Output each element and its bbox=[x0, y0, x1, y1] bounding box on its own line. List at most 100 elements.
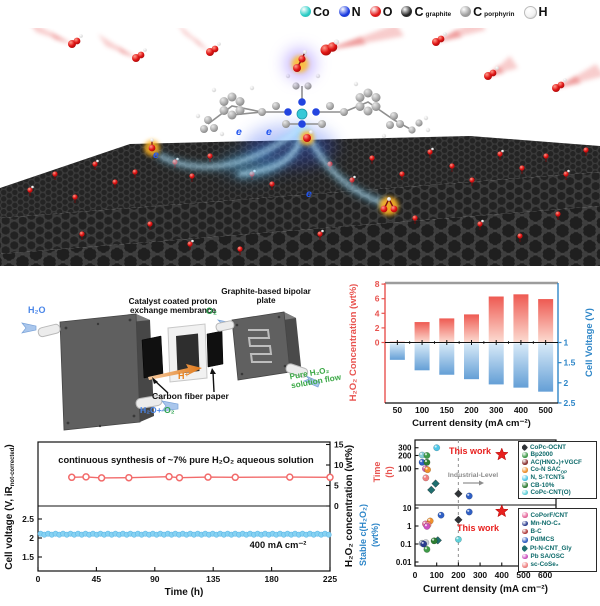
sphere-marker-icon bbox=[522, 512, 528, 518]
h2o-label: H₂O bbox=[28, 305, 46, 315]
h2o2-bar bbox=[414, 322, 430, 343]
scatter-point bbox=[454, 536, 462, 543]
concentration-point bbox=[231, 473, 240, 482]
legend-entry: Pd/MCS bbox=[522, 536, 594, 543]
scatter-point bbox=[430, 537, 438, 545]
oxygen-adsorbate bbox=[189, 173, 195, 182]
oxygen-adsorbate bbox=[563, 169, 570, 180]
legend-entry: Mn-NO-C₃ bbox=[522, 520, 594, 527]
svg-text:continuous synthesis of ~7% pu: continuous synthesis of ~7% pure H₂O₂ aq… bbox=[58, 455, 314, 465]
scatter-point bbox=[423, 458, 431, 466]
legend-label: Mn-NO-C₃ bbox=[530, 519, 561, 527]
membrane-label: Catalyst coated proton exchange membranc… bbox=[128, 297, 218, 316]
sphere-marker-icon bbox=[522, 452, 528, 458]
svg-text:2: 2 bbox=[29, 533, 34, 543]
legend-entry: Pb SA/OSC bbox=[522, 553, 594, 560]
atom-sublabel: porphyrin bbox=[484, 11, 515, 18]
comparison-chart: 0 100 200 300 400 500 6001002003001010.10.01Th… bbox=[358, 439, 557, 595]
svg-text:0: 0 bbox=[375, 338, 380, 348]
svg-text:600: 600 bbox=[538, 570, 552, 580]
oxygen-adsorbate bbox=[92, 159, 99, 170]
svg-text:300: 300 bbox=[473, 570, 487, 580]
svg-text:8: 8 bbox=[375, 279, 380, 289]
svg-text:0: 0 bbox=[334, 501, 339, 511]
sphere-marker-icon bbox=[522, 537, 528, 543]
diamond-marker-icon bbox=[522, 544, 529, 552]
legend-label: Pt-N-CNT_Gly bbox=[530, 544, 572, 552]
scatter-point bbox=[431, 479, 440, 488]
cobalt-center bbox=[296, 108, 308, 120]
h2o2-bar bbox=[538, 299, 554, 343]
glowing-ooh-top bbox=[285, 49, 315, 79]
concentration-point bbox=[204, 473, 212, 481]
cporphyrin-atom-icon bbox=[460, 6, 472, 17]
voltage-bar bbox=[464, 343, 479, 380]
svg-text:(wt%): (wt%) bbox=[370, 523, 380, 547]
water-molecule bbox=[33, 28, 83, 48]
svg-text:Industrial-Level: Industrial-Level bbox=[448, 472, 498, 479]
cfp-label: Carbon fiber paper bbox=[152, 391, 229, 401]
oxygen-adsorbate bbox=[583, 147, 589, 156]
oxygen-adsorbate bbox=[543, 153, 549, 162]
svg-text:H₂O₂ Concentration (wt%): H₂O₂ Concentration (wt%) bbox=[348, 284, 359, 402]
oxygen-adsorbate bbox=[477, 219, 484, 230]
legend-label: CoPorF/CNT bbox=[530, 511, 568, 519]
electron-label: e bbox=[236, 126, 242, 138]
sphere-marker-icon bbox=[522, 482, 528, 488]
molecular-illustration: e e e e bbox=[0, 28, 600, 266]
oxygen-adsorbate bbox=[187, 239, 194, 250]
scatter-point bbox=[423, 452, 431, 459]
oxygen-adsorbate bbox=[399, 171, 405, 180]
scatter-point bbox=[433, 444, 441, 452]
svg-text:400 mA cm⁻²: 400 mA cm⁻² bbox=[250, 540, 307, 550]
sphere-marker-icon bbox=[522, 528, 528, 535]
svg-text:100: 100 bbox=[415, 405, 429, 415]
water-molecule bbox=[432, 28, 486, 46]
voltage-bar bbox=[389, 343, 405, 360]
svg-text:0: 0 bbox=[413, 570, 418, 580]
electron-label: e bbox=[153, 149, 159, 161]
legend-entry: CoPc-OCNT bbox=[522, 444, 594, 452]
svg-text:Current density (mA cm⁻²): Current density (mA cm⁻²) bbox=[412, 418, 531, 429]
svg-text:225: 225 bbox=[323, 574, 337, 584]
proton-arrow bbox=[148, 364, 202, 380]
svg-text:Time: Time bbox=[372, 462, 382, 483]
legend-entry: Bp2000 bbox=[522, 451, 594, 458]
scatter-point bbox=[423, 546, 431, 553]
voltage-bar bbox=[439, 343, 455, 375]
svg-text:180: 180 bbox=[265, 574, 279, 584]
legend-label: Pb SA/OSC bbox=[530, 553, 565, 561]
voltage-point bbox=[325, 531, 332, 538]
concentration-point bbox=[97, 474, 106, 482]
scatter-point bbox=[454, 489, 463, 498]
o-atom-icon bbox=[369, 6, 381, 17]
sphere-marker-icon bbox=[522, 562, 528, 568]
o2-part: O₂ bbox=[164, 405, 175, 415]
atom-label: Co bbox=[313, 5, 330, 19]
glowing-o-center bbox=[300, 130, 314, 145]
bipolar-label: Graphite-based bipolar plate bbox=[221, 287, 311, 306]
oxygen-adsorbate bbox=[317, 229, 324, 240]
scatter-point bbox=[454, 515, 463, 524]
svg-text:4: 4 bbox=[375, 308, 380, 318]
electrolyzer-schematic bbox=[21, 311, 321, 431]
svg-text:(h): (h) bbox=[384, 466, 394, 478]
sphere-marker-icon bbox=[522, 489, 528, 496]
oxygen-adsorbate bbox=[427, 147, 434, 158]
concentration-point bbox=[165, 472, 173, 481]
this-work-star bbox=[494, 447, 509, 461]
h2o2-bar-chart: 50 100 150 200 300 400 500 0 2 4 6 8 1 1.5 2 2.5 Current… bbox=[348, 279, 595, 429]
oxygen-adsorbate bbox=[469, 177, 475, 186]
svg-text:100: 100 bbox=[398, 465, 412, 474]
svg-text:H₂O₂ concentration (wt%): H₂O₂ concentration (wt%) bbox=[344, 445, 355, 567]
legend-label: Co-N SACOP bbox=[530, 465, 568, 475]
legend-entry: Co-N SACOP bbox=[522, 466, 594, 474]
oxygen-adsorbate bbox=[369, 155, 375, 164]
svg-text:2: 2 bbox=[375, 323, 380, 333]
scatter-point bbox=[465, 508, 473, 516]
legend-entry: B-C bbox=[522, 528, 594, 535]
svg-text:500: 500 bbox=[516, 570, 530, 580]
